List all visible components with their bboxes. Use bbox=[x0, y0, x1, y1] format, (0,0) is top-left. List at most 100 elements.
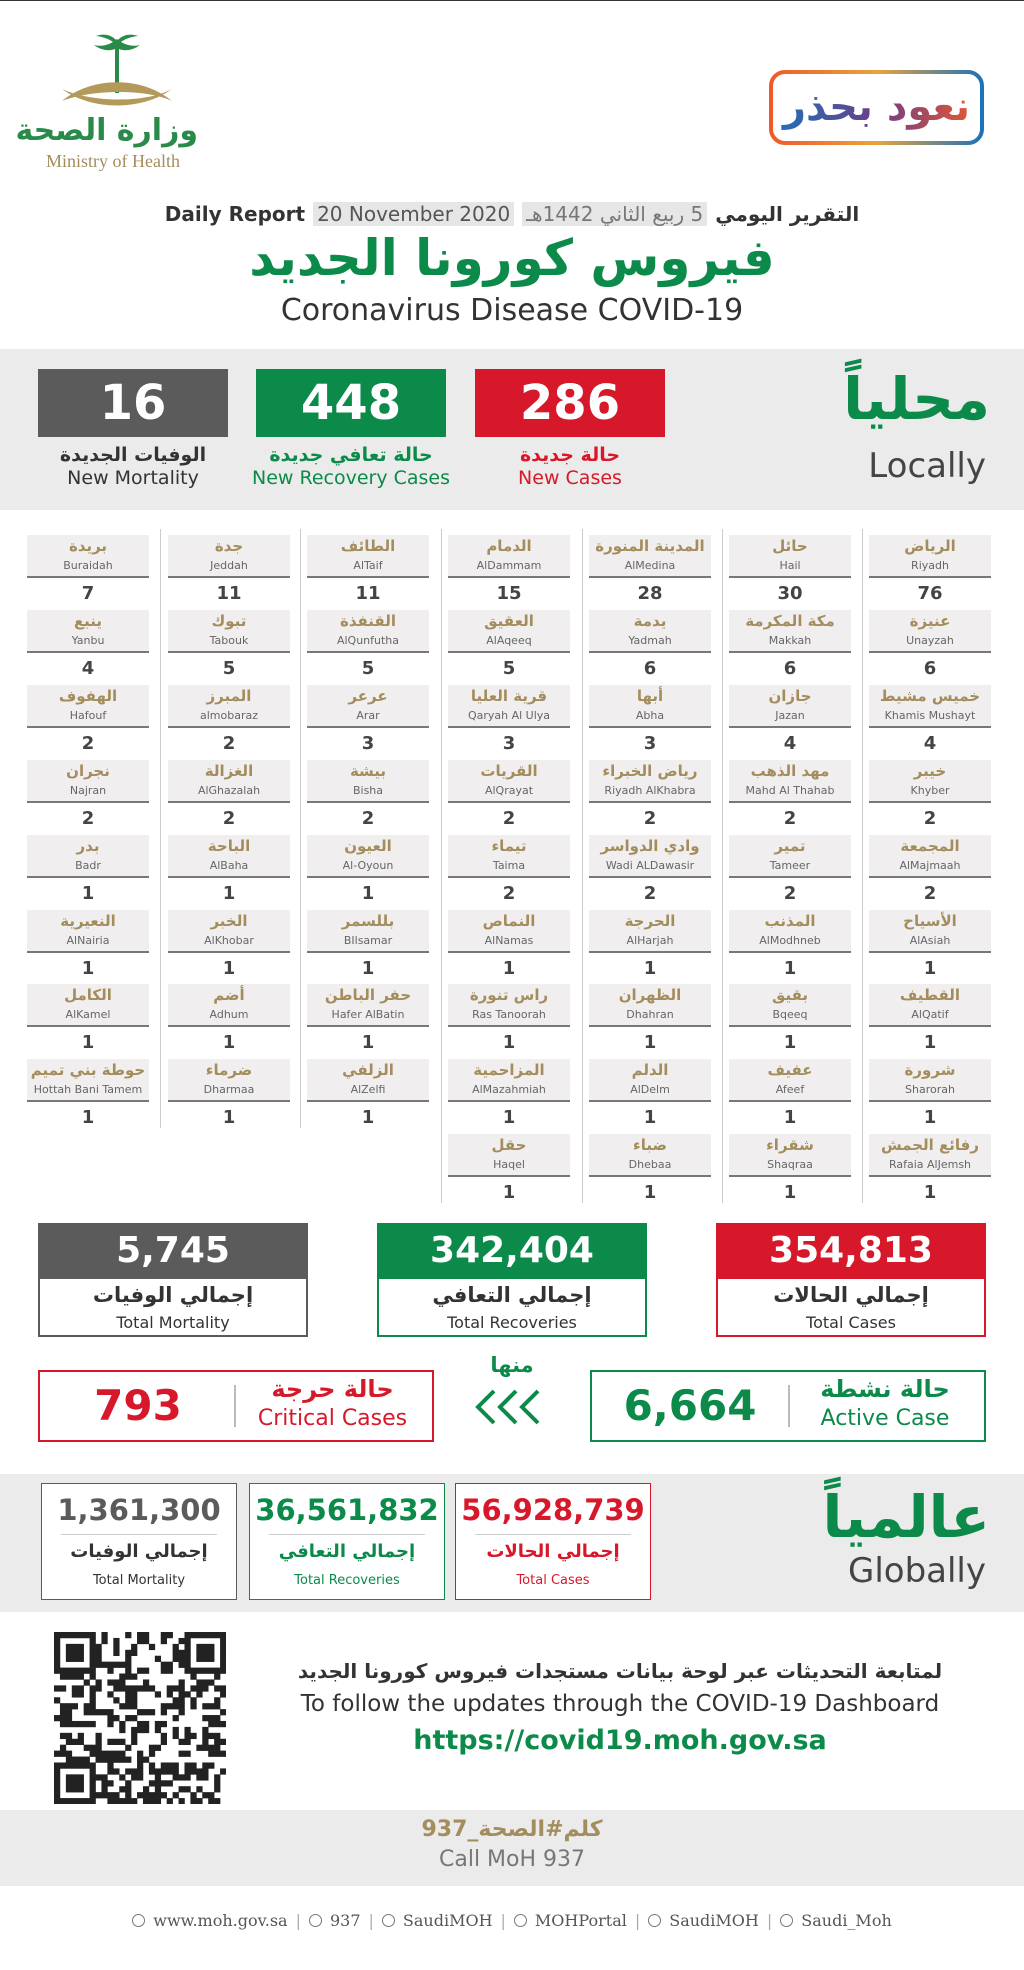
qr-module bbox=[160, 1732, 167, 1740]
qr-module bbox=[166, 1691, 173, 1698]
qr-module bbox=[208, 1667, 215, 1674]
city-cases: 2 bbox=[222, 732, 236, 754]
qr-module bbox=[113, 1756, 120, 1763]
city-name-en: Jazan bbox=[775, 708, 805, 722]
city-cases: 1 bbox=[923, 957, 937, 979]
qr-module bbox=[154, 1691, 162, 1698]
critical-label-ar: حالة حرجة bbox=[271, 1375, 394, 1403]
qr-module bbox=[125, 1715, 132, 1722]
city-cases: 2 bbox=[222, 807, 236, 829]
qr-module bbox=[131, 1738, 138, 1745]
qr-module bbox=[142, 1709, 150, 1716]
city-name-ar: يدمة bbox=[633, 611, 667, 630]
local-stat-value: 448 bbox=[256, 369, 446, 437]
qr-module bbox=[65, 1655, 73, 1662]
qr-module bbox=[101, 1637, 108, 1645]
city-name-ar: الظهران bbox=[618, 986, 682, 1005]
active-label-ar: حالة نشطة bbox=[820, 1375, 950, 1403]
city-name-ar: المجمعة bbox=[900, 836, 960, 855]
global-label-en: Total Cases bbox=[516, 1573, 590, 1588]
global-label-ar: إجمالي التعافي bbox=[278, 1541, 416, 1562]
qr-module bbox=[65, 1632, 73, 1639]
qr-module bbox=[178, 1691, 185, 1698]
qr-module bbox=[54, 1661, 61, 1668]
qr-module bbox=[137, 1685, 144, 1692]
qr-module bbox=[83, 1744, 90, 1751]
qr-module bbox=[59, 1720, 67, 1728]
city-name-en: Buraidah bbox=[63, 559, 113, 572]
qr-module bbox=[125, 1661, 132, 1668]
qr-module bbox=[54, 1632, 61, 1639]
qr-module bbox=[178, 1649, 185, 1657]
total-label-ar: إجمالي الحالات bbox=[773, 1283, 929, 1307]
city-box bbox=[448, 909, 570, 953]
city-name-ar: تيماء bbox=[491, 836, 527, 855]
qr-module bbox=[65, 1774, 73, 1781]
local-stat-label-en: New Cases bbox=[518, 467, 622, 489]
qr-module bbox=[89, 1744, 96, 1751]
qr-module bbox=[214, 1786, 221, 1793]
qr-module bbox=[184, 1786, 191, 1793]
city-cases: 4 bbox=[783, 732, 797, 754]
qr-module bbox=[125, 1792, 132, 1799]
qr-module bbox=[54, 1655, 61, 1662]
qr-module bbox=[220, 1750, 226, 1757]
city-box bbox=[448, 609, 570, 653]
qr-module bbox=[54, 1649, 61, 1657]
qr-module bbox=[178, 1709, 185, 1716]
qr-module bbox=[202, 1762, 209, 1769]
global-label-ar: عالمياً bbox=[822, 1483, 990, 1551]
qr-module bbox=[101, 1661, 108, 1668]
city-name-en: Unayzah bbox=[906, 633, 954, 647]
global-value: 1,361,300 bbox=[57, 1493, 221, 1527]
qr-module bbox=[208, 1679, 215, 1686]
global-frame bbox=[249, 1483, 445, 1600]
qr-module bbox=[190, 1768, 197, 1775]
social-link: SaudiMOH bbox=[669, 1911, 759, 1930]
city-box bbox=[168, 834, 290, 878]
qr-module bbox=[54, 1774, 61, 1781]
local-stat-value: 286 bbox=[475, 369, 665, 437]
qr-module bbox=[107, 1762, 114, 1769]
city-box bbox=[27, 609, 149, 653]
city-name-ar: المزاحمية bbox=[473, 1061, 545, 1080]
link-icon bbox=[780, 1914, 794, 1927]
qr-module bbox=[131, 1703, 138, 1710]
qr-module bbox=[214, 1780, 221, 1787]
qr-module bbox=[202, 1632, 209, 1639]
qr-module bbox=[184, 1738, 191, 1745]
qr-module bbox=[184, 1768, 191, 1775]
qr-module bbox=[89, 1643, 96, 1651]
column-divider bbox=[441, 529, 442, 1204]
qr-module bbox=[65, 1709, 73, 1716]
qr-module bbox=[154, 1768, 162, 1775]
qr-module bbox=[166, 1661, 173, 1668]
qr-module bbox=[83, 1762, 90, 1769]
qr-module bbox=[125, 1756, 132, 1763]
city-name-ar: مهد الذهب bbox=[750, 761, 830, 780]
qr-module bbox=[214, 1750, 221, 1757]
qr-module bbox=[202, 1679, 209, 1686]
city-box bbox=[307, 759, 429, 803]
city-cases: 1 bbox=[643, 1032, 657, 1054]
qr-module bbox=[71, 1632, 79, 1639]
city-name-en: Najran bbox=[69, 783, 107, 797]
qr-module bbox=[95, 1643, 102, 1651]
city-name-en: AlTaif bbox=[353, 559, 383, 572]
critical-value: 793 bbox=[94, 1381, 182, 1430]
city-box bbox=[589, 759, 711, 803]
qr-module bbox=[113, 1649, 120, 1657]
qr-module bbox=[89, 1697, 96, 1704]
column-divider bbox=[582, 529, 583, 1204]
qr-module bbox=[178, 1679, 185, 1686]
qr-module bbox=[65, 1780, 73, 1787]
city-name-en: Yanbu bbox=[71, 633, 105, 647]
qr-module bbox=[160, 1667, 167, 1674]
city-box bbox=[448, 1059, 570, 1103]
city-name-en: Hafer AlBatin bbox=[331, 1008, 405, 1022]
qr-module bbox=[65, 1649, 73, 1657]
qr-module bbox=[131, 1715, 138, 1722]
city-cases: 1 bbox=[361, 1032, 375, 1054]
qr-module bbox=[113, 1792, 120, 1799]
city-name-en: AlHarjah bbox=[626, 933, 674, 947]
